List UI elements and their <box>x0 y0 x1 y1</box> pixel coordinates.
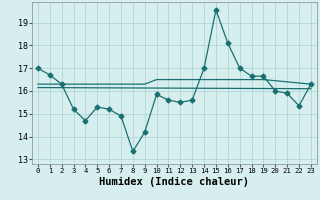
X-axis label: Humidex (Indice chaleur): Humidex (Indice chaleur) <box>100 177 249 187</box>
